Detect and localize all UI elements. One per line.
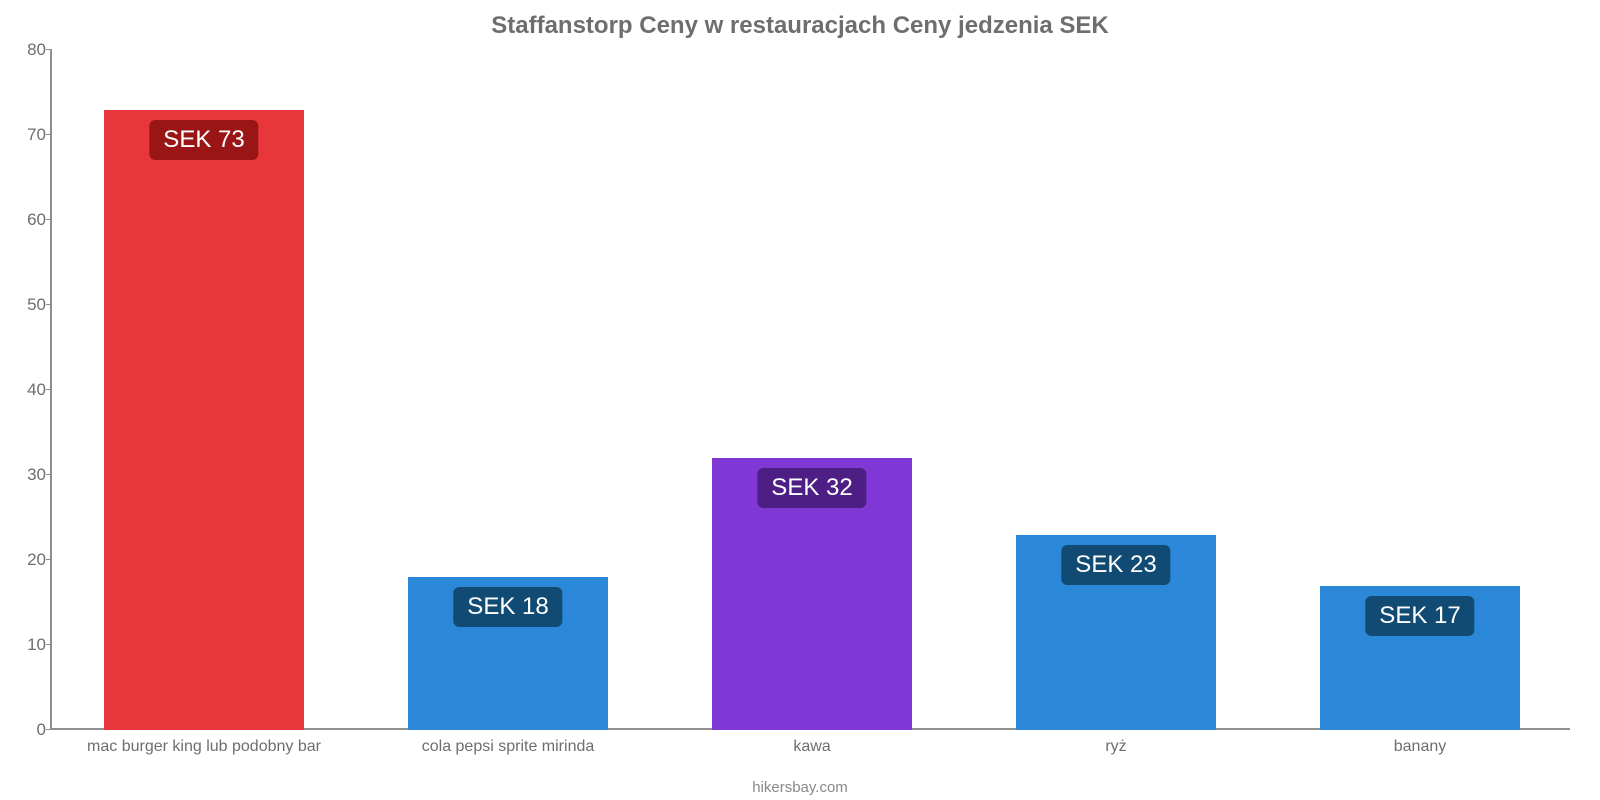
credit-text: hikersbay.com (752, 779, 848, 796)
y-tick-label: 80 (12, 40, 46, 60)
x-category-label: ryż (1105, 730, 1126, 756)
y-tick-mark (46, 304, 52, 305)
y-tick-mark (46, 219, 52, 220)
y-tick-mark (46, 49, 52, 50)
value-badge: SEK 73 (149, 120, 258, 160)
value-badge: SEK 32 (757, 468, 866, 508)
y-tick-mark (46, 474, 52, 475)
price-bar-chart: Staffanstorp Ceny w restauracjach Ceny j… (0, 0, 1600, 800)
plot-area: mac burger king lub podobny barSEK 73col… (50, 50, 1570, 730)
y-tick-label: 60 (12, 210, 46, 230)
value-badge: SEK 17 (1365, 596, 1474, 636)
chart-title: Staffanstorp Ceny w restauracjach Ceny j… (0, 0, 1600, 40)
y-tick-mark (46, 644, 52, 645)
y-tick-label: 0 (12, 720, 46, 740)
y-tick-label: 10 (12, 635, 46, 655)
y-tick-mark (46, 134, 52, 135)
y-tick-label: 50 (12, 295, 46, 315)
x-category-label: mac burger king lub podobny bar (87, 730, 321, 756)
y-tick-label: 40 (12, 380, 46, 400)
bars-container: mac burger king lub podobny barSEK 73col… (52, 50, 1570, 730)
x-category-label: banany (1394, 730, 1447, 756)
bar (104, 110, 305, 731)
y-tick-mark (46, 559, 52, 560)
y-tick-label: 20 (12, 550, 46, 570)
value-badge: SEK 18 (453, 587, 562, 627)
x-category-label: cola pepsi sprite mirinda (422, 730, 595, 756)
y-tick-label: 70 (12, 125, 46, 145)
y-tick-mark (46, 729, 52, 730)
y-tick-mark (46, 389, 52, 390)
value-badge: SEK 23 (1061, 545, 1170, 585)
x-category-label: kawa (793, 730, 830, 756)
y-tick-label: 30 (12, 465, 46, 485)
